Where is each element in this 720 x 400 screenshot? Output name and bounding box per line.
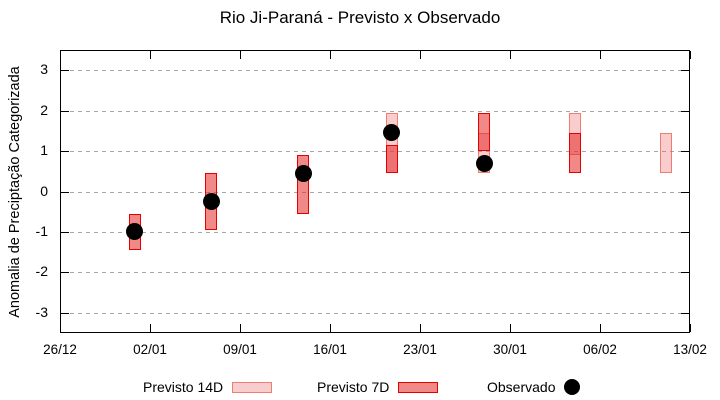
y-tick-left bbox=[61, 191, 69, 193]
gridline bbox=[62, 70, 688, 72]
previsto-14d-swatch bbox=[232, 381, 273, 393]
observado-dot bbox=[202, 193, 220, 211]
y-tick-label: -1 bbox=[35, 222, 48, 239]
y-tick-right bbox=[681, 312, 689, 314]
x-tick-bottom bbox=[240, 324, 241, 332]
x-tick-label: 09/01 bbox=[223, 342, 257, 357]
y-tick-left bbox=[61, 70, 69, 72]
x-tick-bottom bbox=[330, 324, 331, 332]
y-tick-right bbox=[681, 191, 689, 193]
previsto-7d-swatch bbox=[398, 381, 439, 393]
legend-item-box-7d: Previsto 7D bbox=[317, 377, 439, 397]
legend-item-dot: Observado bbox=[487, 377, 581, 397]
gridline bbox=[62, 110, 688, 112]
x-tick-top bbox=[240, 51, 241, 59]
y-tick-left bbox=[61, 231, 69, 233]
y-tick-label: -3 bbox=[35, 303, 48, 320]
gridline bbox=[62, 191, 688, 193]
x-tick-top bbox=[420, 51, 421, 59]
x-tick-top bbox=[150, 51, 151, 59]
x-tick-label: 23/01 bbox=[403, 342, 437, 357]
legend-label: Previsto 7D bbox=[317, 379, 390, 395]
y-tick-left bbox=[61, 110, 69, 112]
x-tick-bottom bbox=[60, 324, 61, 332]
gridline bbox=[62, 272, 688, 274]
x-tick-label: 02/01 bbox=[133, 342, 167, 357]
observado-dot bbox=[294, 164, 312, 182]
y-tick-right bbox=[681, 231, 689, 233]
bar-previsto-7d bbox=[385, 145, 398, 174]
chart-title: Rio Ji-Paraná - Previsto x Observado bbox=[219, 8, 501, 27]
y-tick-label: -2 bbox=[35, 263, 48, 280]
y-tick-left bbox=[61, 151, 69, 153]
gridline bbox=[62, 231, 688, 233]
y-tick-label: 0 bbox=[40, 182, 48, 199]
observado-dot-swatch bbox=[564, 379, 581, 395]
legend-item-box-14d: Previsto 14D bbox=[143, 377, 273, 397]
legend-label: Previsto 14D bbox=[143, 379, 224, 395]
y-tick-label: 3 bbox=[40, 61, 48, 78]
x-tick-label: 30/01 bbox=[493, 342, 527, 357]
y-tick-left bbox=[61, 272, 69, 274]
gridline bbox=[62, 312, 688, 314]
y-tick-right bbox=[681, 110, 689, 112]
x-tick-bottom bbox=[510, 324, 511, 332]
bar-previsto-14d bbox=[660, 132, 673, 174]
y-tick-left bbox=[61, 312, 69, 314]
y-tick-label: 1 bbox=[40, 142, 48, 159]
legend-label: Observado bbox=[487, 379, 556, 395]
x-tick-bottom bbox=[150, 324, 151, 332]
x-tick-bottom bbox=[600, 324, 601, 332]
bar-previsto-7d bbox=[478, 112, 491, 152]
x-tick-top bbox=[690, 51, 691, 59]
bar-previsto-7d bbox=[297, 155, 309, 214]
observado-dot bbox=[383, 124, 401, 142]
x-tick-top bbox=[60, 51, 61, 59]
x-tick-label: 16/01 bbox=[313, 342, 347, 357]
x-tick-bottom bbox=[690, 324, 691, 332]
x-tick-label: 06/02 bbox=[583, 342, 617, 357]
x-tick-top bbox=[600, 51, 601, 59]
x-tick-label: 26/12 bbox=[43, 342, 77, 357]
observado-dot bbox=[475, 154, 493, 172]
x-tick-bottom bbox=[420, 324, 421, 332]
y-tick-right bbox=[681, 151, 689, 153]
x-tick-top bbox=[330, 51, 331, 59]
x-tick-label: 13/02 bbox=[673, 342, 707, 357]
y-tick-right bbox=[681, 272, 689, 274]
x-tick-top bbox=[510, 51, 511, 59]
y-tick-right bbox=[681, 70, 689, 72]
bar-previsto-7d bbox=[568, 132, 581, 174]
observado-dot bbox=[126, 223, 144, 241]
y-tick-label: 2 bbox=[40, 101, 48, 118]
gridline bbox=[62, 151, 688, 153]
